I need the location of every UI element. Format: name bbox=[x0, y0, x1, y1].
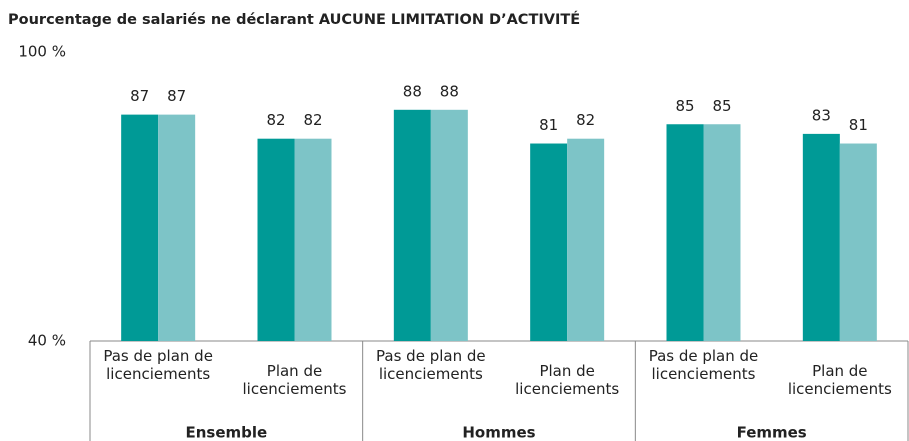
x-tick-label: Pas de plan de licenciements bbox=[376, 347, 486, 383]
bar bbox=[294, 138, 332, 341]
bar bbox=[393, 109, 431, 341]
group-label: Femmes bbox=[737, 424, 807, 441]
x-tick-label: Pas de plan de licenciements bbox=[103, 347, 213, 383]
y-tick-label: 100 % bbox=[18, 43, 66, 61]
data-label: 88 bbox=[403, 82, 422, 100]
bar bbox=[802, 133, 840, 341]
bar bbox=[158, 114, 196, 341]
data-label: 82 bbox=[303, 111, 322, 129]
data-label: 83 bbox=[812, 106, 831, 124]
bar bbox=[703, 124, 741, 341]
data-label: 81 bbox=[849, 116, 868, 134]
bar bbox=[121, 114, 159, 341]
x-tick-label: Plan de licenciements bbox=[515, 362, 620, 398]
bar bbox=[666, 124, 704, 341]
data-label: 85 bbox=[675, 97, 694, 115]
x-tick-label: Pas de plan de licenciements bbox=[648, 347, 759, 383]
y-tick-label: 40 % bbox=[28, 332, 66, 350]
data-label: 87 bbox=[130, 87, 149, 105]
bar bbox=[567, 138, 605, 341]
bar bbox=[530, 143, 568, 341]
data-label: 85 bbox=[712, 97, 731, 115]
data-label: 82 bbox=[576, 111, 595, 129]
data-label: 87 bbox=[167, 87, 186, 105]
bar bbox=[430, 109, 468, 341]
chart-title: Pourcentage de salariés ne déclarant AUC… bbox=[8, 11, 580, 28]
bar bbox=[257, 138, 295, 341]
x-tick-label: Plan de licenciements bbox=[787, 362, 892, 398]
group-label: Ensemble bbox=[185, 424, 267, 441]
x-tick-label: Plan de licenciements bbox=[242, 362, 347, 398]
bar bbox=[839, 143, 877, 341]
data-label: 81 bbox=[539, 116, 558, 134]
data-label: 82 bbox=[266, 111, 285, 129]
group-label: Hommes bbox=[462, 424, 535, 441]
data-label: 88 bbox=[440, 82, 459, 100]
